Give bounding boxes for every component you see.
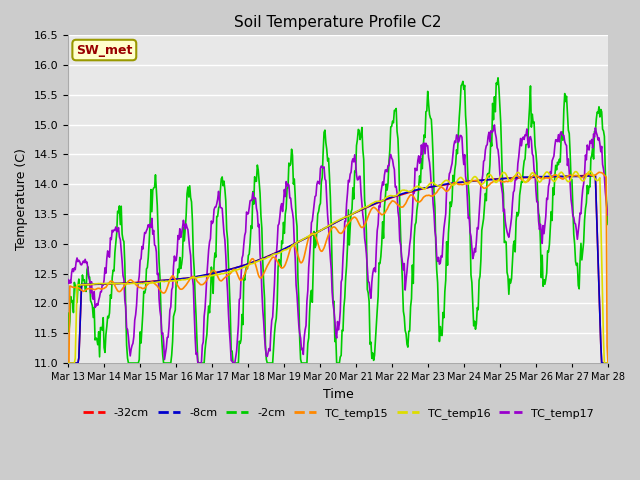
Title: Soil Temperature Profile C2: Soil Temperature Profile C2 <box>234 15 442 30</box>
X-axis label: Time: Time <box>323 388 353 401</box>
Legend: -32cm, -8cm, -2cm, TC_temp15, TC_temp16, TC_temp17: -32cm, -8cm, -2cm, TC_temp15, TC_temp16,… <box>78 403 598 423</box>
Text: SW_met: SW_met <box>76 44 132 57</box>
Y-axis label: Temperature (C): Temperature (C) <box>15 148 28 250</box>
